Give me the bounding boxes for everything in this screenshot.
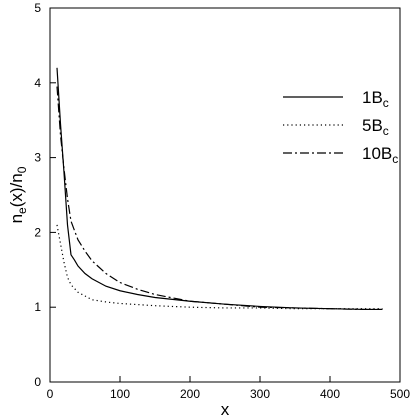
series-line-10bc: [56, 86, 383, 311]
legend: 1Bc 5Bc 10Bc: [283, 88, 398, 166]
x-tick-label: 0: [47, 387, 54, 401]
y-axis-title: ne(x)/n0: [7, 166, 29, 223]
series-line-5bc: [56, 224, 383, 310]
legend-entry-3: 10Bc: [283, 144, 398, 166]
y-axis-title-sub2: 0: [15, 166, 29, 173]
legend-entry-1: 1Bc: [283, 88, 389, 110]
x-tick-label: 100: [110, 387, 130, 401]
legend-label-1b: 1Bc: [362, 88, 389, 110]
y-tick-label: 3: [34, 151, 41, 165]
y-axis-ticks: 0 1 2 3 4 5: [34, 1, 56, 389]
x-tick-label: 500: [390, 387, 410, 401]
x-axis-ticks: 0 100 200 300 400 500: [47, 376, 410, 401]
legend-label-5b: 5Bc: [362, 116, 389, 138]
x-axis-title: x: [221, 400, 230, 419]
y-tick-label: 4: [34, 76, 41, 90]
plot-area: 0 100 200 300 400 500 0 1 2 3 4 5: [34, 1, 410, 401]
series-lines: [56, 67, 383, 311]
y-tick-label: 0: [34, 375, 41, 389]
y-tick-label: 5: [34, 1, 41, 15]
x-tick-label: 200: [180, 387, 200, 401]
y-tick-label: 1: [34, 300, 41, 314]
y-axis-title-main: n: [7, 214, 26, 223]
series-line-1bc: [56, 67, 383, 311]
x-tick-label: 300: [250, 387, 270, 401]
plot-frame: [49, 7, 401, 383]
y-axis-title-middle: (x)/n: [7, 173, 26, 207]
x-tick-label: 400: [320, 387, 340, 401]
legend-entry-2: 5Bc: [283, 116, 389, 138]
y-tick-label: 2: [34, 225, 41, 239]
legend-label-10b: 10Bc: [362, 144, 398, 166]
y-axis-title-sub1: e: [15, 207, 29, 214]
